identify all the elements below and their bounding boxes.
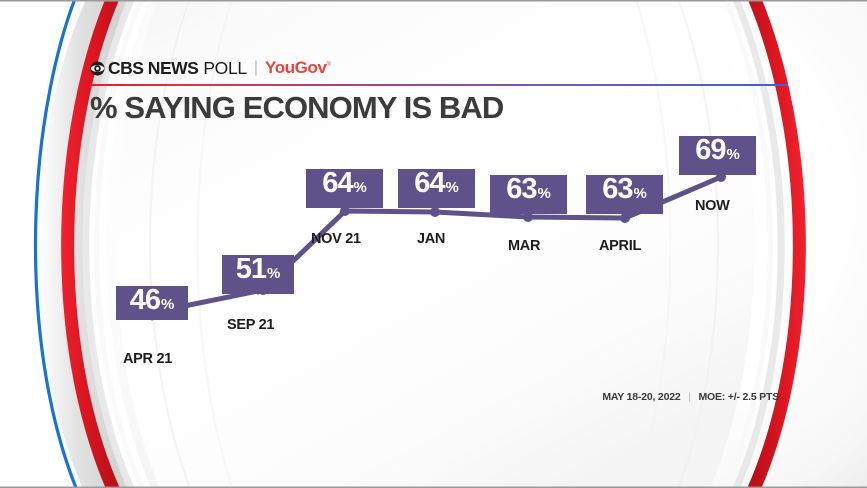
category-label-apr-21: APR 21 (123, 351, 172, 367)
percent-sign: % (160, 296, 175, 313)
category-label-april: APRIL (599, 238, 642, 254)
category-label-sep-21: SEP 21 (227, 317, 275, 333)
data-value-number: 51 (235, 253, 267, 285)
data-value-number: 64 (322, 167, 353, 199)
data-value-callout: 46% (116, 286, 188, 320)
category-label-mar: MAR (508, 238, 541, 254)
brand-divider-rule (90, 84, 788, 86)
page-title: % SAYING ECONOMY IS BAD (90, 90, 504, 125)
brand-cbs-news: CBS NEWS (108, 57, 199, 78)
data-value-number: 46 (129, 284, 161, 316)
data-value-callout: 63% (586, 175, 663, 214)
data-value-number: 63 (506, 173, 537, 205)
data-value-callout: 64% (306, 169, 383, 208)
brand-separator: | (253, 59, 259, 76)
margin-of-error: MOE: +/- 2.5 PTS (698, 391, 779, 403)
data-value-callout: 69% (679, 136, 756, 175)
brand-yougov: YouGov (265, 58, 331, 78)
field-dates: MAY 18-20, 2022 (602, 391, 681, 403)
footnote-separator: | (688, 391, 691, 403)
data-value-number: 69 (695, 134, 726, 166)
category-label-now: NOW (695, 198, 730, 214)
poll-brand: CBS NEWS POLL | YouGov (90, 58, 790, 78)
cbs-eye-icon (90, 60, 105, 76)
percent-sign: % (537, 185, 551, 202)
data-value-callout: 51% (222, 255, 294, 294)
data-value-number: 63 (602, 173, 633, 205)
footnote: MAY 18-20, 2022 | MOE: +/- 2.5 PTS (602, 391, 779, 403)
data-value-callout: 64% (398, 169, 475, 208)
category-label-nov-21: NOV 21 (311, 231, 361, 247)
percent-sign: % (726, 146, 740, 163)
data-value-callout: 63% (490, 175, 567, 214)
data-value-number: 64 (414, 167, 445, 199)
category-label-jan: JAN (417, 231, 446, 247)
percent-sign: % (633, 185, 647, 202)
percent-sign: % (445, 179, 459, 196)
brand-poll: POLL (203, 57, 247, 78)
percent-sign: % (266, 265, 281, 282)
percent-sign: % (353, 179, 367, 196)
header: CBS NEWS POLL | YouGov % SAYING ECONOMY … (90, 58, 790, 125)
